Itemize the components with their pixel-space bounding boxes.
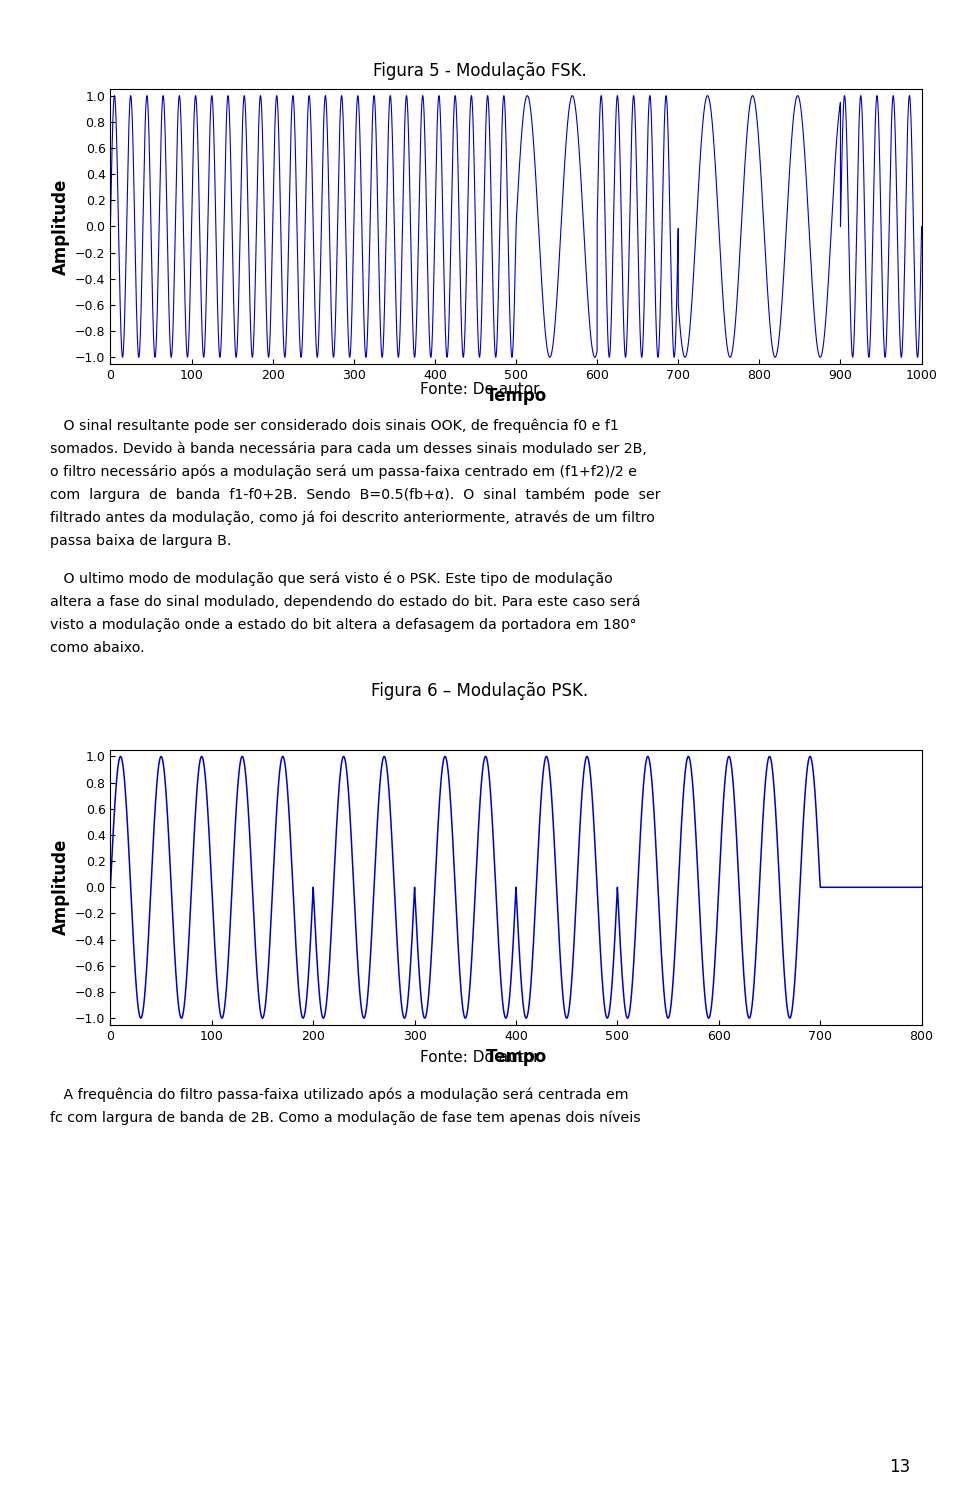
Text: Figura 5 - Modulação FSK.: Figura 5 - Modulação FSK. xyxy=(373,62,587,80)
Text: A frequência do filtro passa-faixa utilizado após a modulação será centrada em: A frequência do filtro passa-faixa utili… xyxy=(50,1087,629,1102)
Text: fc com largura de banda de 2B. Como a modulação de fase tem apenas dois níveis: fc com largura de banda de 2B. Como a mo… xyxy=(50,1111,640,1124)
Text: O ultimo modo de modulação que será visto é o PSK. Este tipo de modulação: O ultimo modo de modulação que será vist… xyxy=(50,572,612,587)
X-axis label: Tempo: Tempo xyxy=(486,388,546,405)
Text: o filtro necessário após a modulação será um passa-faixa centrado em (f1+f2)/2 e: o filtro necessário após a modulação ser… xyxy=(50,465,636,480)
Text: O sinal resultante pode ser considerado dois sinais OOK, de frequência f0 e f1: O sinal resultante pode ser considerado … xyxy=(50,419,618,434)
Text: como abaixo.: como abaixo. xyxy=(50,642,145,655)
Text: altera a fase do sinal modulado, dependendo do estado do bit. Para este caso ser: altera a fase do sinal modulado, depende… xyxy=(50,594,640,609)
Text: Fonte: Do autor: Fonte: Do autor xyxy=(420,1050,540,1065)
Text: Fonte: Do autor: Fonte: Do autor xyxy=(420,382,540,396)
Text: com  largura  de  banda  f1-f0+2B.  Sendo  B=0.5(fb+α).  O  sinal  também  pode : com largura de banda f1-f0+2B. Sendo B=0… xyxy=(50,487,660,502)
Text: somados. Devido à banda necessária para cada um desses sinais modulado ser 2B,: somados. Devido à banda necessária para … xyxy=(50,441,647,456)
Y-axis label: Amplitude: Amplitude xyxy=(52,178,69,275)
Text: passa baixa de largura B.: passa baixa de largura B. xyxy=(50,535,231,548)
Text: filtrado antes da modulação, como já foi descrito anteriormente, através de um f: filtrado antes da modulação, como já foi… xyxy=(50,511,655,526)
Text: 13: 13 xyxy=(889,1458,910,1476)
X-axis label: Tempo: Tempo xyxy=(486,1048,546,1066)
Y-axis label: Amplitude: Amplitude xyxy=(52,839,69,936)
Text: visto a modulação onde a estado do bit altera a defasagem da portadora em 180°: visto a modulação onde a estado do bit a… xyxy=(50,618,636,631)
Text: Figura 6 – Modulação PSK.: Figura 6 – Modulação PSK. xyxy=(372,682,588,699)
